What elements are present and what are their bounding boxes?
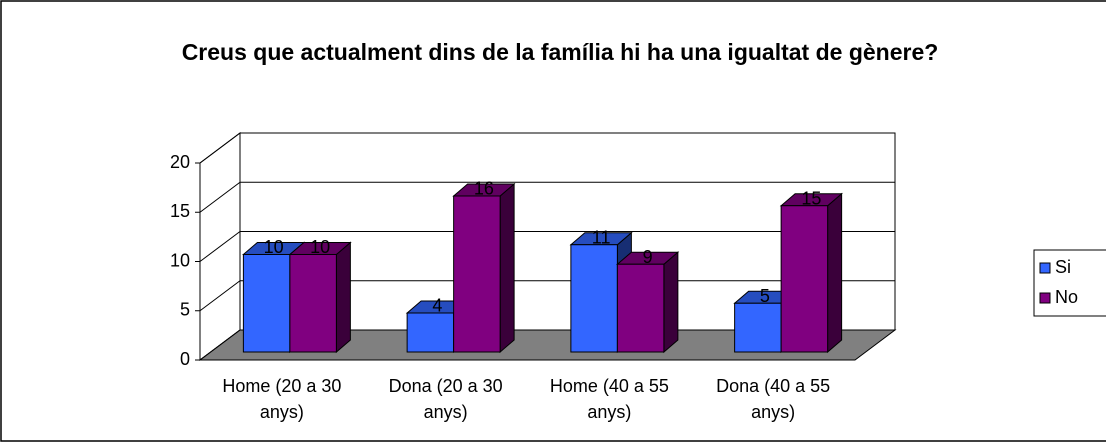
bar [570,244,618,353]
bar [616,263,665,353]
bar [242,253,291,353]
x-tick-label: Home (20 a 30 anys) [222,376,342,422]
chart-title: Creus que actualment dins de la família … [181,39,939,65]
x-tick-label: Dona (40 a 55 anys) [716,376,831,422]
data-label: 10 [310,237,330,257]
y-tick-label: 15 [170,201,190,221]
grid-line [199,231,241,262]
data-label: 5 [760,286,770,306]
y-tick-label: 10 [170,250,190,270]
legend-swatch [1039,292,1051,304]
x-tick-label: Home (40 a 55 anys) [549,376,669,422]
grid-line [199,181,241,213]
data-label: 10 [264,237,284,257]
data-label: 9 [643,247,653,267]
grid-line [199,280,241,312]
bar [453,195,501,353]
bar-side [663,251,679,354]
legend-label: Si [1055,257,1071,277]
bar [289,253,337,353]
grid-line [199,329,241,361]
data-label: 4 [432,296,442,316]
bar-side [827,192,843,354]
data-label: 16 [474,179,494,199]
data-label: 11 [592,227,611,247]
legend-swatch [1039,262,1051,274]
bar [406,312,455,353]
legend-label: No [1055,287,1078,307]
y-tick-label: 0 [180,349,190,369]
data-label: 15 [801,188,821,208]
bar-side [335,241,351,354]
grid-line [199,132,241,164]
legend-box [1033,249,1106,317]
bar [780,205,829,353]
bar [734,302,782,353]
y-tick-label: 5 [180,300,190,320]
x-tick-label: Dona (20 a 30 anys) [388,376,503,422]
bar-side [499,182,515,354]
y-tick-label: 20 [170,152,190,172]
